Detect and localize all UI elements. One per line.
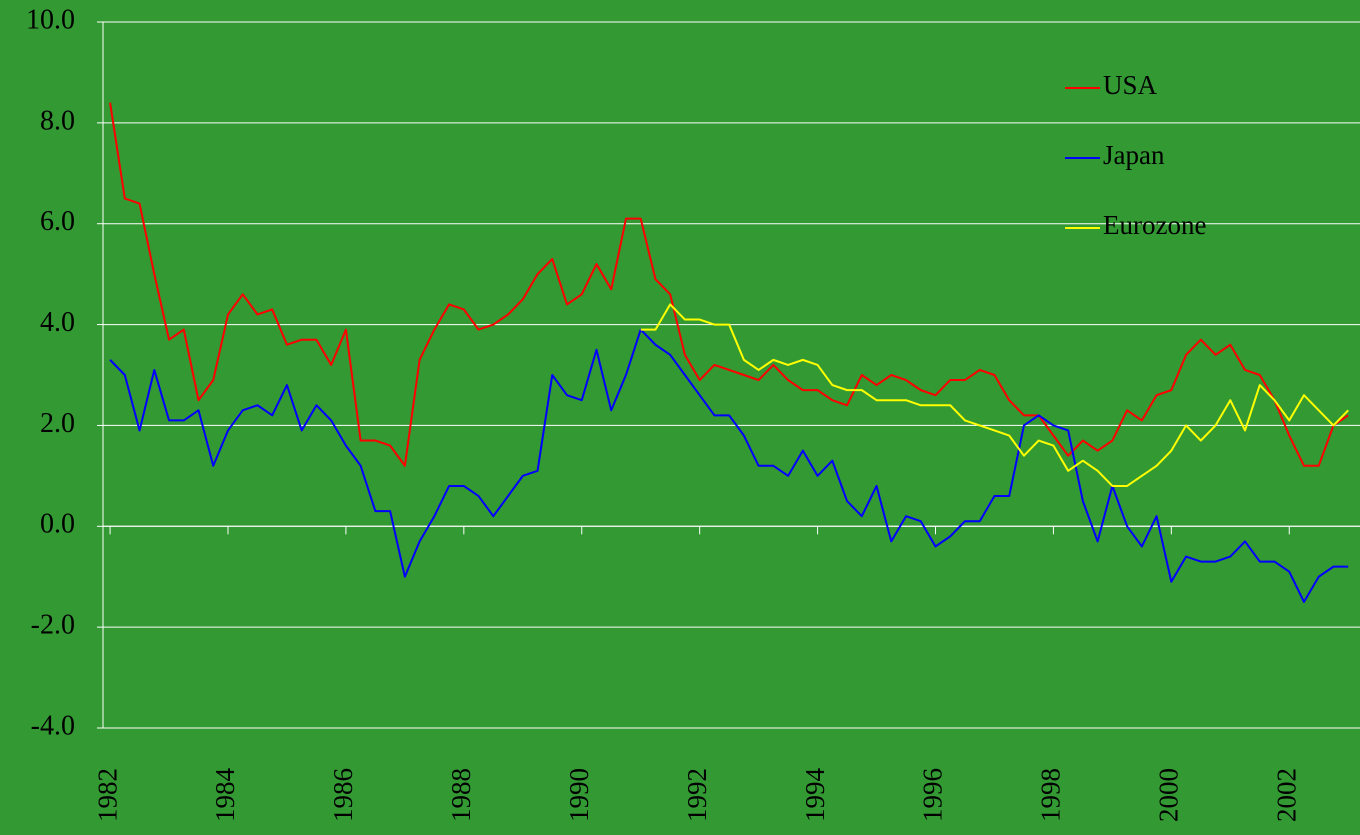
line-series <box>640 303 1349 487</box>
x-tick-label: 1990 <box>564 768 594 822</box>
x-tick-label: 1982 <box>92 768 122 822</box>
x-tick-label: 1998 <box>1036 768 1066 822</box>
line-series <box>109 102 1349 467</box>
x-tick-label: 1988 <box>446 768 476 822</box>
y-tick-label: 6.0 <box>40 206 75 237</box>
y-tick-label: -2.0 <box>31 610 75 641</box>
y-tick-label: -4.0 <box>31 710 75 741</box>
legend-label: USA <box>1103 70 1158 100</box>
x-tick-label: 1994 <box>800 768 830 823</box>
y-tick-label: 2.0 <box>40 408 75 439</box>
line-series <box>109 328 1349 603</box>
x-tick-label: 1992 <box>682 768 712 822</box>
legend-label: Japan <box>1103 140 1165 170</box>
y-tick-label: 0.0 <box>40 509 75 540</box>
x-tick-label: 2000 <box>1154 768 1184 822</box>
y-tick-label: 8.0 <box>40 105 75 136</box>
y-tick-label: 10.0 <box>26 4 75 35</box>
y-tick-label: 4.0 <box>40 307 75 338</box>
x-tick-label: 1986 <box>328 768 358 822</box>
x-tick-label: 1984 <box>210 768 240 823</box>
x-tick-label: 1996 <box>918 768 948 822</box>
x-tick-label: 2002 <box>1271 768 1301 822</box>
legend-label: Eurozone <box>1103 210 1206 240</box>
